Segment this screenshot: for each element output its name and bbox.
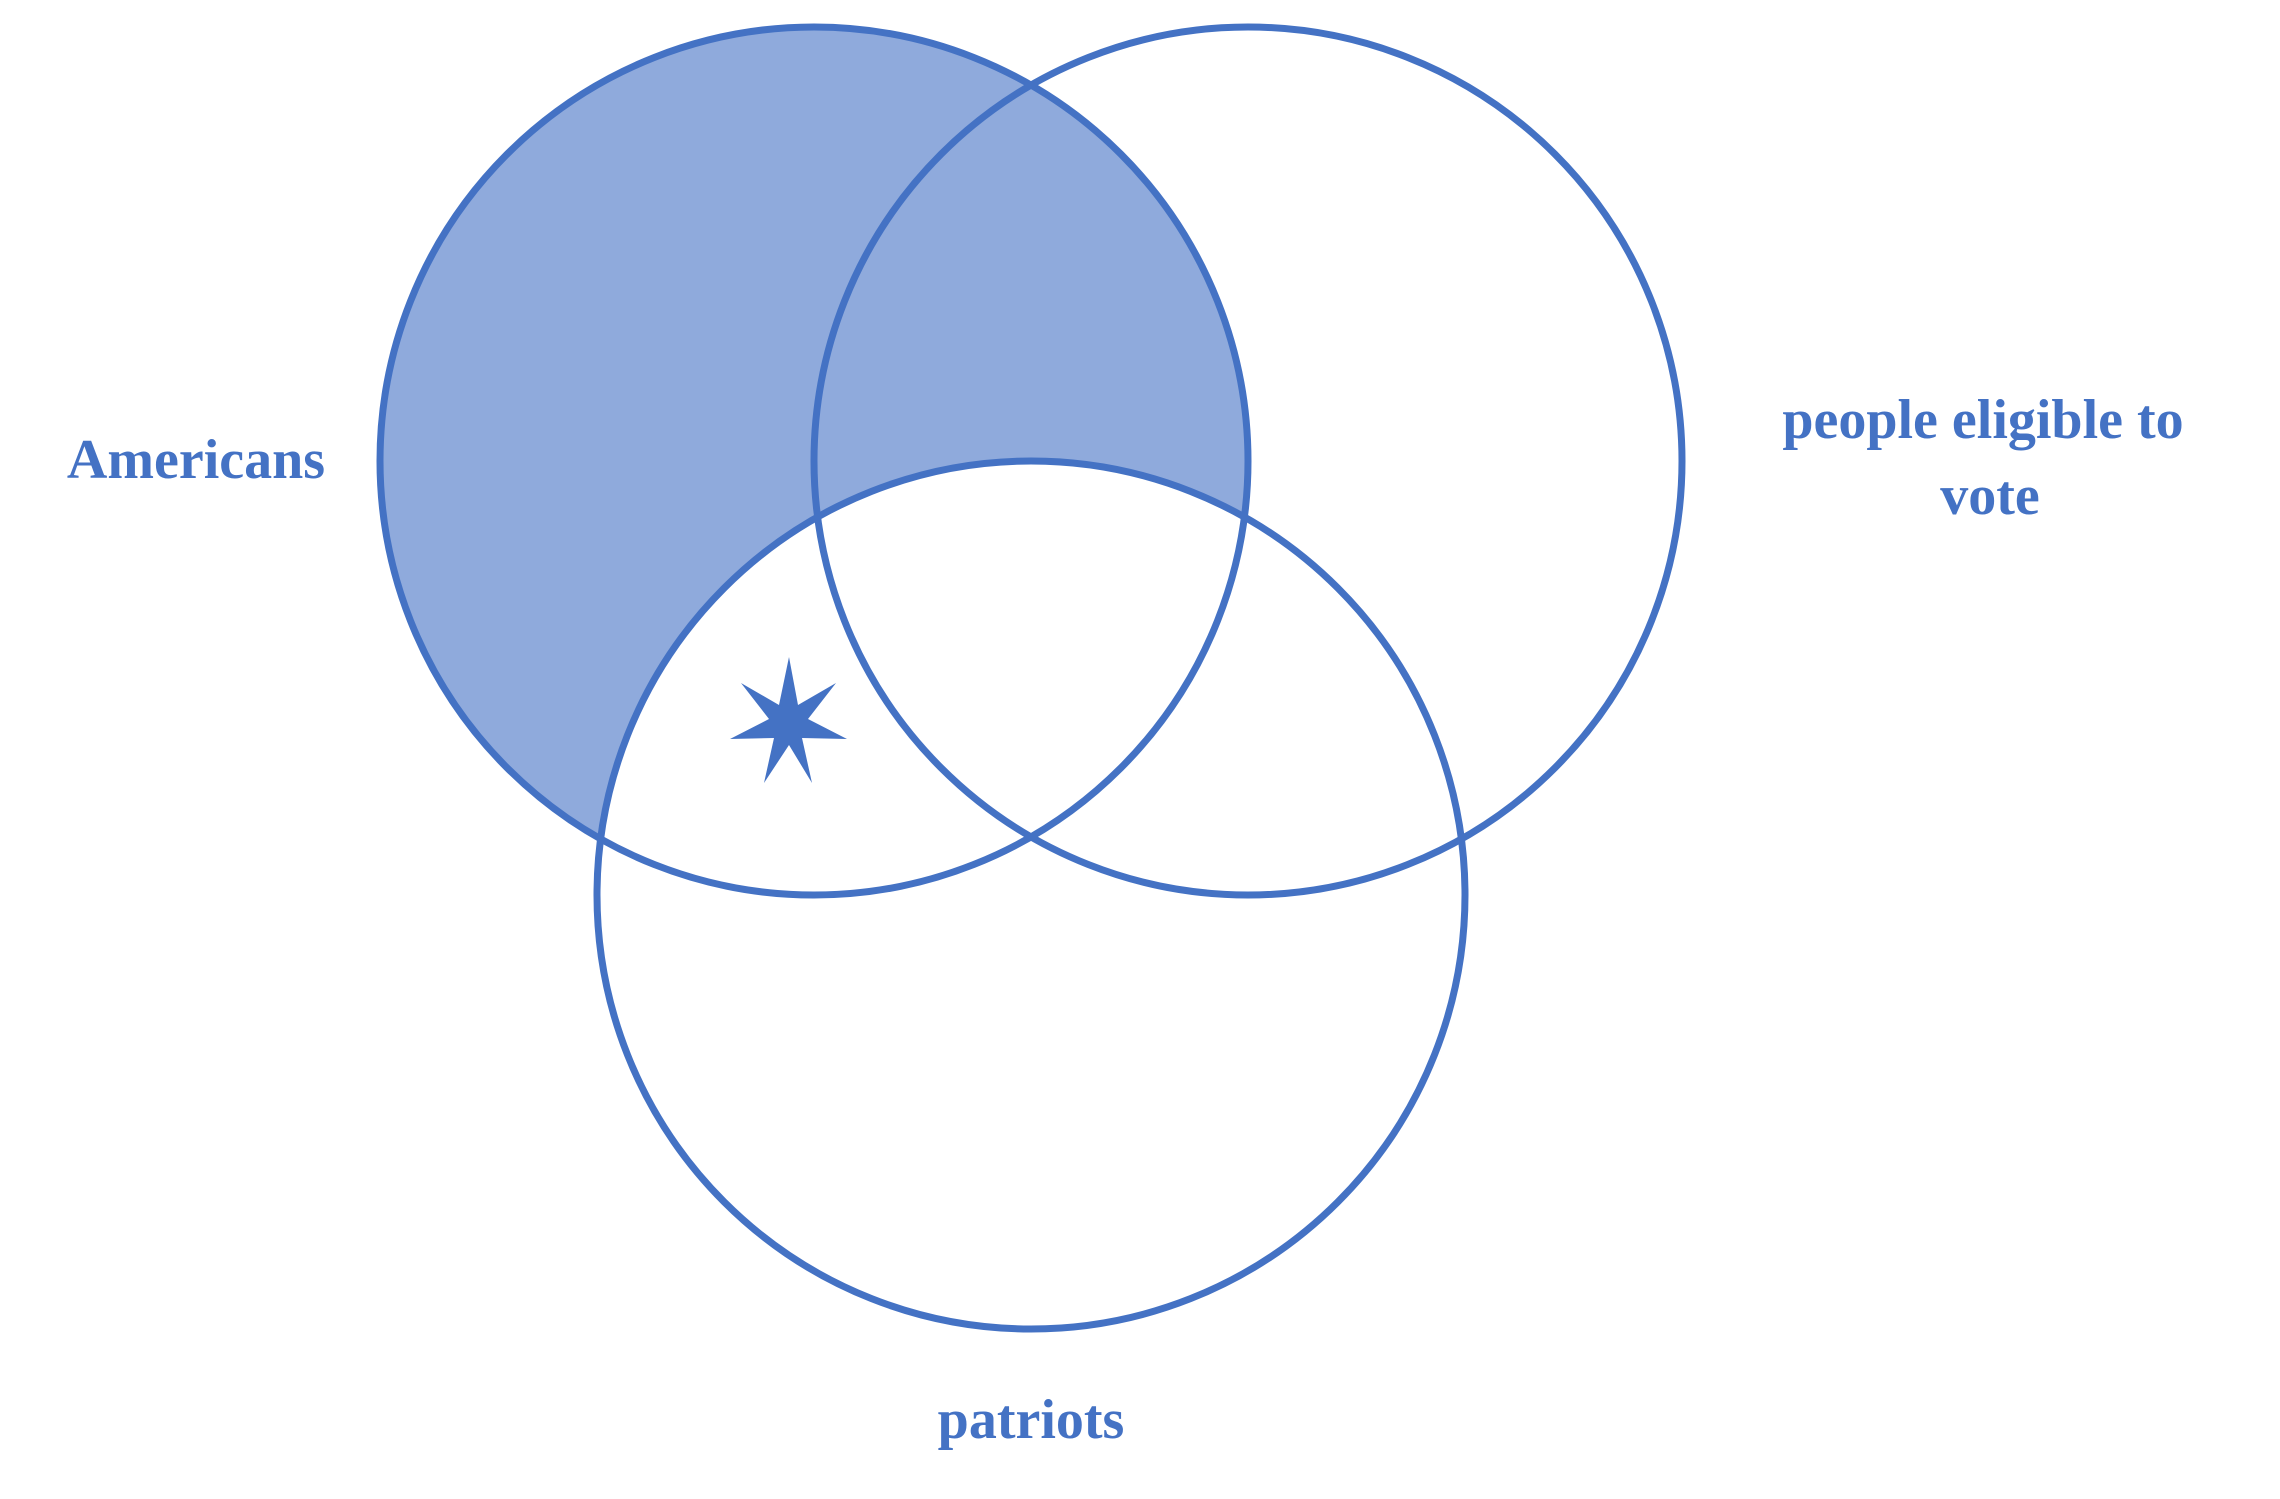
label-patriots: patriots: [938, 1389, 1125, 1451]
label-people-eligible-to-vote: people eligible to vote: [1782, 389, 2197, 527]
label-patriots-line-1: patriots: [938, 1389, 1125, 1451]
label-americans: Americans: [67, 429, 325, 491]
label-people-eligible-to-vote-line-2: vote: [1940, 465, 2040, 527]
shaded-region-americans-voters: [814, 27, 1248, 895]
circle-americans: [376, 23, 1252, 899]
star-icon: [730, 657, 847, 783]
circle-patriots: [593, 457, 1469, 1333]
circle-people-eligible-to-vote: [810, 23, 1686, 899]
label-people-eligible-to-vote-line-1: people eligible to: [1782, 389, 2183, 451]
label-americans-line-1: Americans: [67, 429, 325, 491]
